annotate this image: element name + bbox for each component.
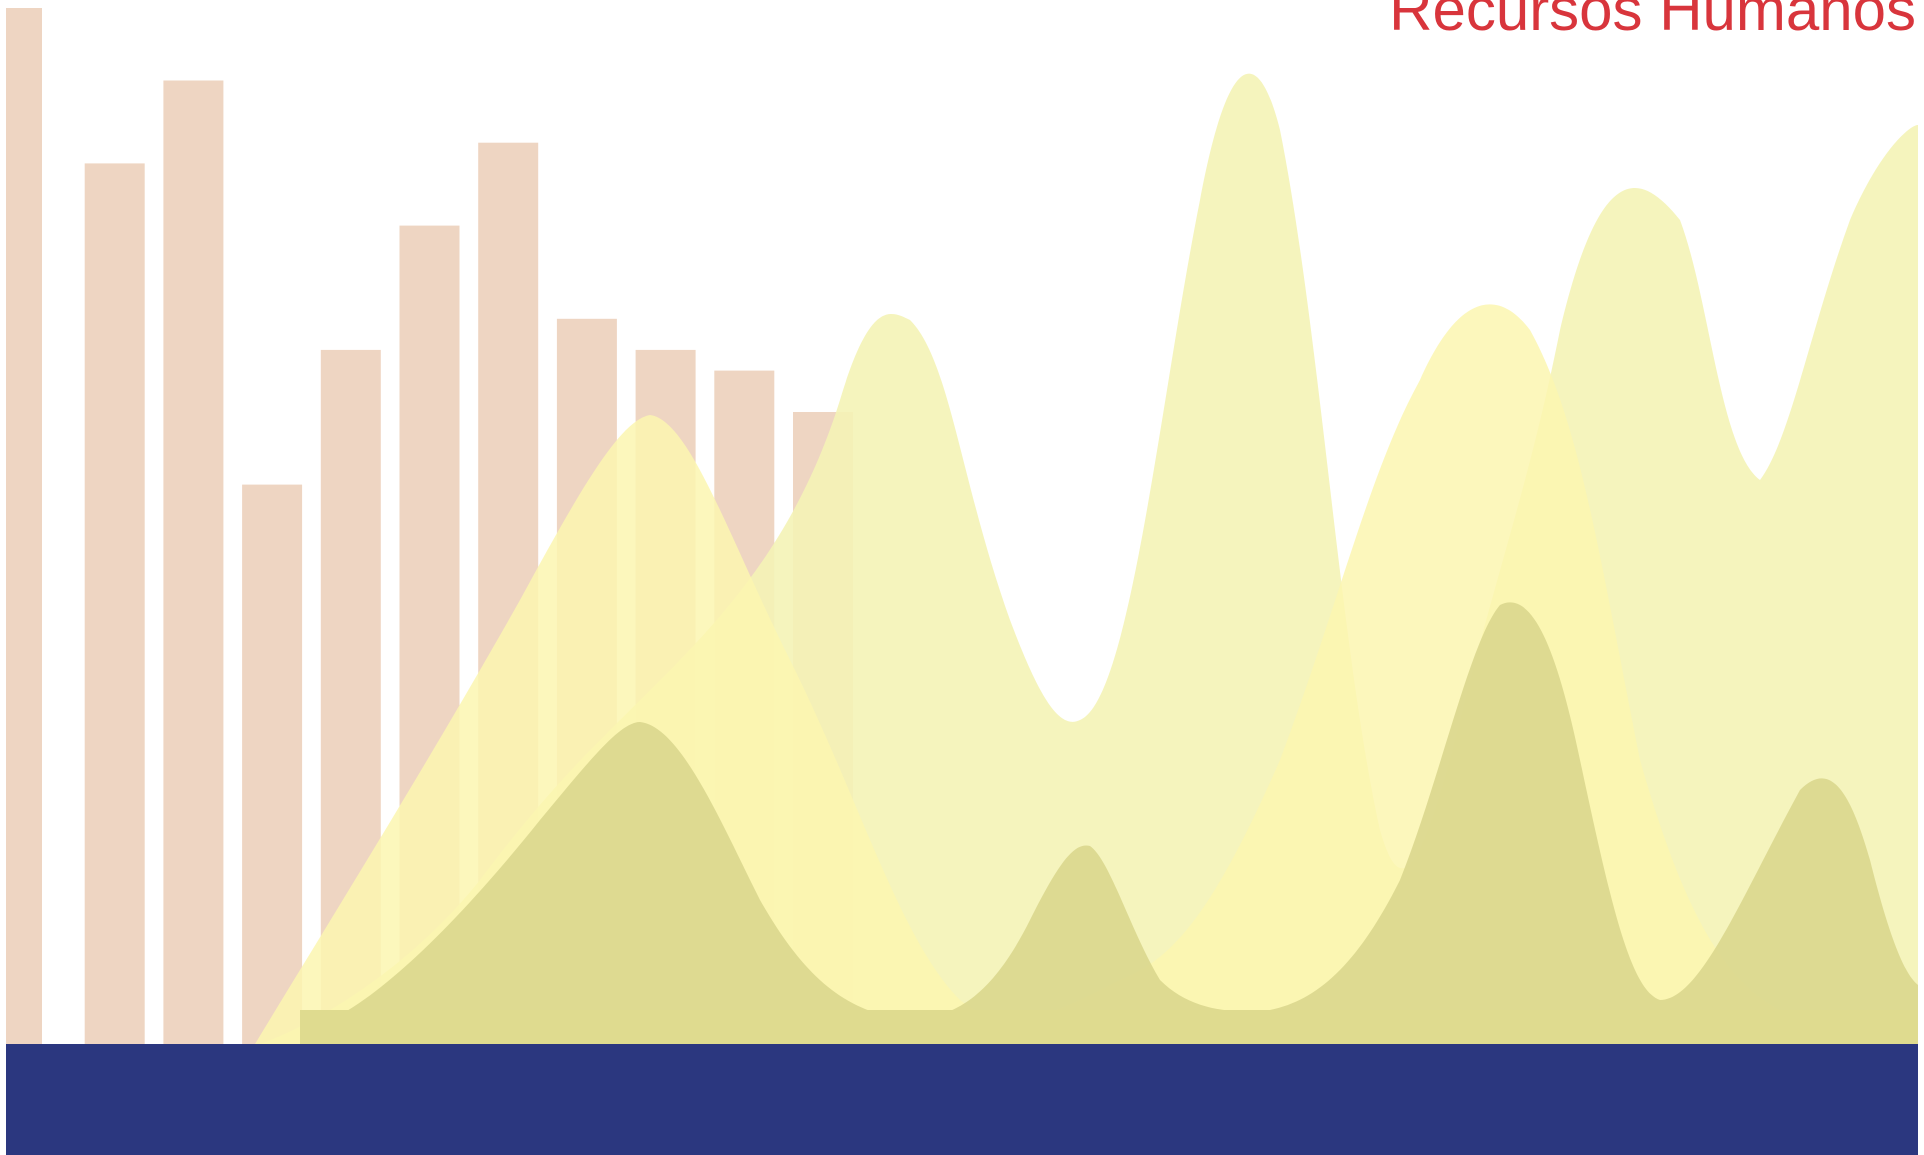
page-title: Recursos Humanos (1389, 0, 1916, 43)
decorative-bar (84, 163, 145, 1044)
wave-olive-layer (320, 602, 1918, 1044)
decorative-bar (6, 8, 42, 1044)
baseline-band (300, 1010, 1918, 1044)
footer-band (6, 1044, 1918, 1155)
decorative-bar (242, 484, 303, 1045)
decorative-bar (163, 80, 224, 1044)
